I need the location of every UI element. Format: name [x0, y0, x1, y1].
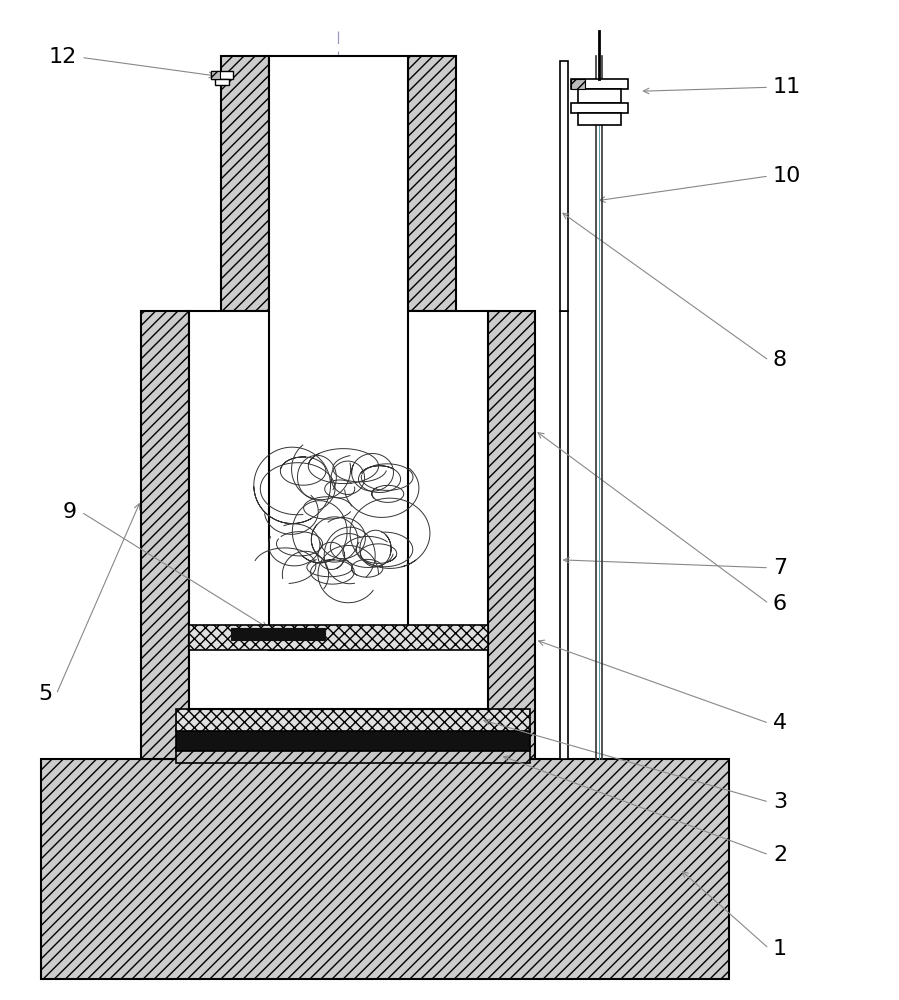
Bar [571, 103, 628, 113]
Bar [571, 79, 584, 89]
Bar [189, 625, 488, 650]
Text: 1: 1 [773, 939, 788, 959]
Bar [269, 56, 408, 650]
Bar [577, 89, 621, 103]
Text: 12: 12 [49, 47, 77, 67]
Bar [488, 311, 535, 759]
Text: 6: 6 [773, 594, 788, 614]
Text: 7: 7 [773, 558, 788, 578]
Bar [141, 311, 189, 759]
Text: 10: 10 [773, 166, 801, 186]
Bar [189, 311, 488, 709]
Text: 3: 3 [773, 792, 788, 812]
Bar [176, 747, 530, 763]
Bar [41, 759, 729, 979]
Bar [231, 628, 325, 640]
Text: 2: 2 [773, 845, 788, 865]
Bar [571, 79, 628, 89]
Bar [215, 79, 228, 85]
Bar [560, 311, 567, 759]
Text: 11: 11 [773, 77, 801, 97]
Text: 4: 4 [773, 713, 788, 733]
Text: 5: 5 [38, 684, 52, 704]
Bar [577, 113, 621, 125]
Text: 8: 8 [773, 350, 788, 370]
Bar [221, 56, 269, 311]
Text: 9: 9 [63, 502, 77, 522]
Bar [176, 729, 530, 751]
Bar [176, 709, 530, 731]
Bar [560, 61, 567, 311]
Bar [210, 71, 233, 79]
Bar [210, 71, 219, 79]
Bar [408, 56, 456, 311]
